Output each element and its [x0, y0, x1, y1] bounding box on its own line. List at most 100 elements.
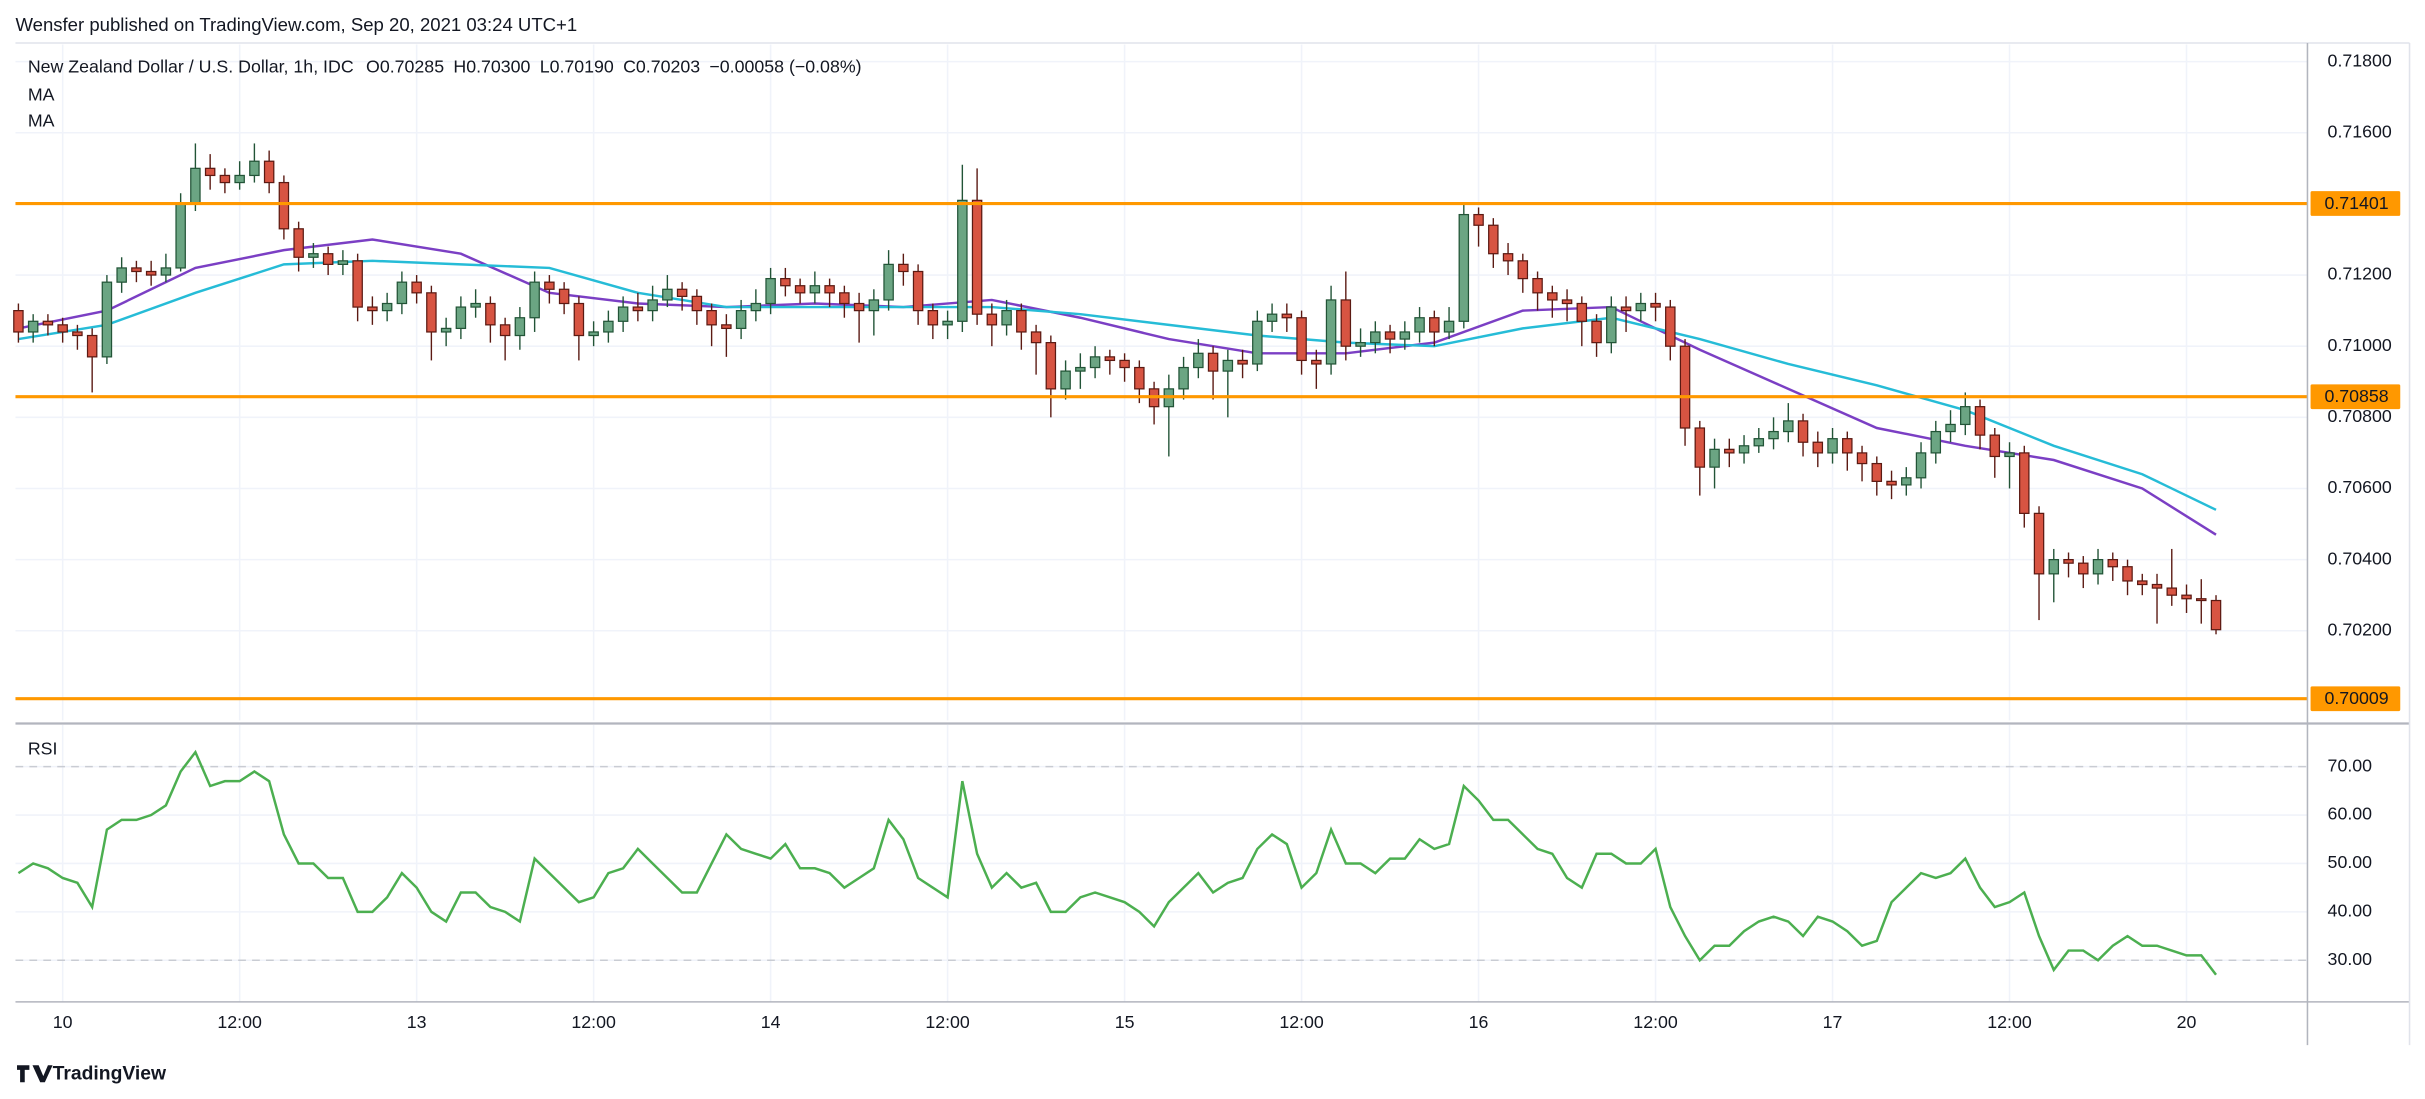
y-tick-label: 0.71600	[2328, 121, 2392, 141]
candle-body	[1340, 299, 1352, 347]
y-tick-label: 0.71000	[2328, 335, 2392, 355]
candle-body	[1370, 331, 1381, 344]
candle-body	[824, 285, 835, 294]
x-tick-label: 12:00	[1987, 1012, 2032, 1032]
candle-body	[278, 181, 290, 230]
candle-body	[1842, 438, 1853, 454]
candle-body	[1974, 406, 1986, 436]
candle-body	[1429, 317, 1440, 333]
candle-body	[1502, 253, 1514, 262]
candle-body	[1797, 420, 1809, 443]
x-tick-label: 17	[1823, 1012, 1843, 1032]
candle-body	[27, 320, 39, 333]
rsi-line	[17, 749, 2217, 976]
legend-title: New Zealand Dollar / U.S. Dollar, 1h, ID…	[28, 56, 354, 76]
candle-body	[1694, 427, 1706, 468]
moving-average	[18, 259, 2217, 511]
candle-body	[2137, 580, 2148, 586]
candle-body	[42, 320, 54, 326]
candle-body	[514, 317, 526, 337]
candle-body	[558, 288, 570, 305]
candle-body	[1812, 441, 1824, 454]
candle-body	[1783, 420, 1794, 433]
candle-body	[1635, 302, 1647, 312]
y-tick-label: 0.70400	[2328, 548, 2392, 568]
y-tick-label: 60.00	[2328, 804, 2373, 824]
y-tick-label: 0.70200	[2328, 619, 2392, 639]
candle-body	[485, 302, 496, 326]
candle-body	[1679, 345, 1691, 429]
candle-body	[588, 331, 599, 337]
candle-body	[293, 228, 304, 258]
candle-body	[101, 281, 113, 358]
candle-body	[1709, 448, 1720, 468]
candle-body	[2004, 452, 2015, 458]
candle-body	[706, 310, 717, 326]
x-tick-label: 13	[407, 1012, 427, 1032]
level-label: 0.71401	[2324, 193, 2388, 213]
candle-body	[780, 277, 791, 287]
candle-body	[2048, 558, 2060, 575]
candle-body	[868, 299, 880, 312]
candle-body	[735, 310, 747, 330]
candle-body	[1237, 359, 1248, 365]
candle-body	[1414, 317, 1425, 333]
candle-body	[352, 260, 363, 308]
x-tick-label: 12:00	[571, 1012, 616, 1032]
moving-average	[18, 238, 2217, 536]
candle-body	[765, 277, 776, 305]
legend-series: MA	[28, 84, 55, 104]
candle-body	[1989, 434, 2001, 458]
candle-body	[1915, 452, 1927, 479]
legend-value: H0.70300	[453, 56, 530, 76]
candle-body	[794, 285, 806, 294]
candle-body	[175, 203, 186, 269]
y-tick-label: 70.00	[2328, 755, 2373, 775]
candle-body	[691, 295, 703, 312]
candle-body	[2092, 558, 2104, 575]
y-tick-label: 0.70600	[2328, 477, 2392, 497]
level-label-box	[2310, 686, 2401, 712]
candle-body	[411, 281, 422, 294]
candle-body	[603, 320, 614, 333]
candle-body	[1355, 342, 1366, 347]
x-tick-label: 14	[761, 1012, 781, 1032]
candle-body	[676, 288, 688, 298]
candle-body	[2122, 566, 2133, 582]
candle-body	[57, 324, 68, 333]
candle-body	[1591, 320, 1602, 344]
candle-body	[160, 267, 172, 276]
candle-body	[2196, 598, 2207, 602]
x-tick-label: 12:00	[217, 1012, 262, 1032]
legend-series: MA	[28, 111, 55, 131]
candle-body	[1325, 299, 1337, 365]
candle-body	[544, 281, 555, 290]
candle-body	[2210, 599, 2222, 631]
candle-body	[322, 253, 334, 265]
candle-body	[440, 327, 452, 333]
candle-body	[750, 302, 762, 312]
candle-body	[1030, 331, 1042, 344]
candle-body	[470, 302, 481, 308]
candle-body	[131, 267, 142, 273]
candle-body	[2166, 587, 2178, 596]
candle-body	[647, 299, 658, 312]
candle-body	[883, 263, 894, 301]
legend-value: O0.70285	[366, 56, 444, 76]
header: Wensfer published on TradingView.com, Se…	[15, 14, 577, 35]
candle-body	[381, 302, 393, 312]
candle-body	[190, 167, 201, 205]
candle-body	[1266, 313, 1278, 322]
candle-body	[1060, 370, 1071, 390]
candle-body	[1178, 366, 1189, 390]
candle-body	[1252, 320, 1263, 365]
candle-body	[1104, 356, 1116, 362]
candle-body	[308, 253, 319, 258]
candle-body	[1281, 313, 1293, 319]
candle-body	[1620, 306, 1632, 312]
candle-body	[367, 306, 378, 312]
candle-body	[1665, 306, 1676, 347]
candle-body	[2033, 512, 2045, 575]
legend-value: −0.00058 (−0.08%)	[709, 56, 861, 76]
